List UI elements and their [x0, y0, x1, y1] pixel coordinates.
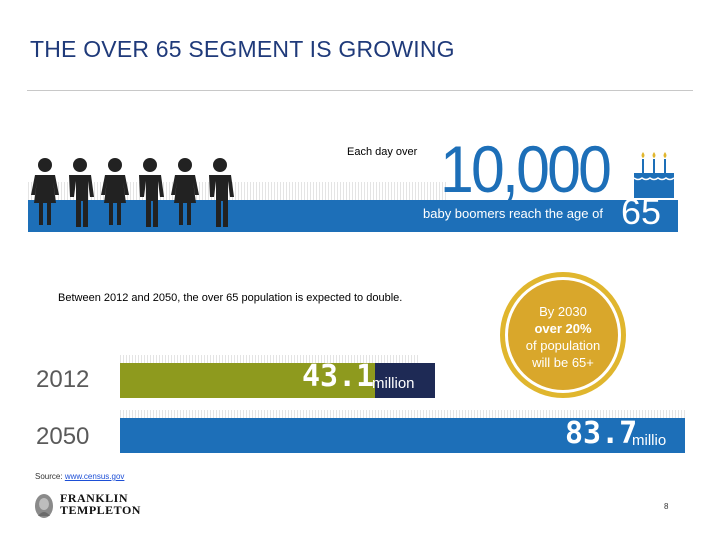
logo-text: FRANKLIN TEMPLETON [60, 492, 141, 516]
slide-title: THE OVER 65 SEGMENT IS GROWING [30, 36, 455, 62]
person-icon [31, 158, 59, 225]
bar-2050 [120, 418, 685, 453]
logo-line-1: FRANKLIN [60, 491, 129, 505]
people-blue-band [28, 200, 678, 232]
person-icon [139, 158, 164, 227]
page-number: 8 [664, 502, 669, 511]
person-icon [209, 158, 234, 227]
band-caption: baby boomers reach the age of [423, 206, 603, 221]
source-link[interactable]: www.census.gov [64, 472, 125, 481]
bar-2012-label-bg [375, 363, 435, 398]
ten-thousand-number: 10,000 [440, 132, 612, 206]
value-2012: 43.1 [302, 359, 375, 394]
each-day-label: Each day over [347, 146, 418, 158]
birthday-cake-icon [633, 152, 675, 198]
callout-line-4: will be 65+ [532, 355, 594, 370]
callout-line-2: over 20% [534, 321, 592, 336]
unit-2012: million [372, 375, 415, 392]
logo-line-2: TEMPLETON [60, 503, 141, 517]
person-icon [171, 158, 199, 225]
people-hatch-band [28, 182, 448, 200]
year-2050-label: 2050 [36, 423, 90, 450]
source-label: Source: [35, 472, 63, 481]
bar-2050-hatch [120, 410, 685, 418]
title-divider [27, 90, 693, 91]
callout-line-3: of population [525, 338, 601, 353]
person-icon [101, 158, 129, 225]
person-icon [69, 158, 94, 227]
age-65: 65 [621, 191, 662, 232]
people-group [31, 158, 234, 227]
value-2050: 83.7 [565, 416, 638, 451]
callout-line-1: By 2030 [539, 304, 587, 319]
population-intro: Between 2012 and 2050, the over 65 popul… [58, 292, 403, 304]
source-note: Source: www.census.gov [35, 472, 124, 481]
callout-circle [508, 280, 618, 390]
bar-2012-hatch [120, 355, 420, 363]
unit-2050: millio [632, 432, 667, 449]
franklin-templeton-logo-icon [35, 494, 53, 518]
year-2012-label: 2012 [36, 366, 90, 393]
